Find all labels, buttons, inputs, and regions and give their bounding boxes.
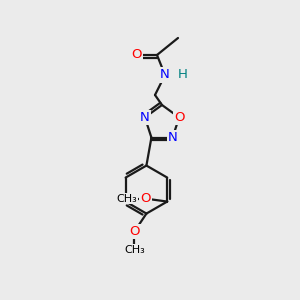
Text: O: O xyxy=(129,225,140,238)
Text: O: O xyxy=(132,49,142,62)
Text: N: N xyxy=(160,68,170,82)
Text: H: H xyxy=(178,68,188,82)
Text: O: O xyxy=(140,192,151,205)
Text: CH₃: CH₃ xyxy=(117,194,138,204)
Text: CH₃: CH₃ xyxy=(124,244,145,255)
Text: O: O xyxy=(174,111,184,124)
Text: N: N xyxy=(140,111,150,124)
Text: N: N xyxy=(168,131,178,144)
